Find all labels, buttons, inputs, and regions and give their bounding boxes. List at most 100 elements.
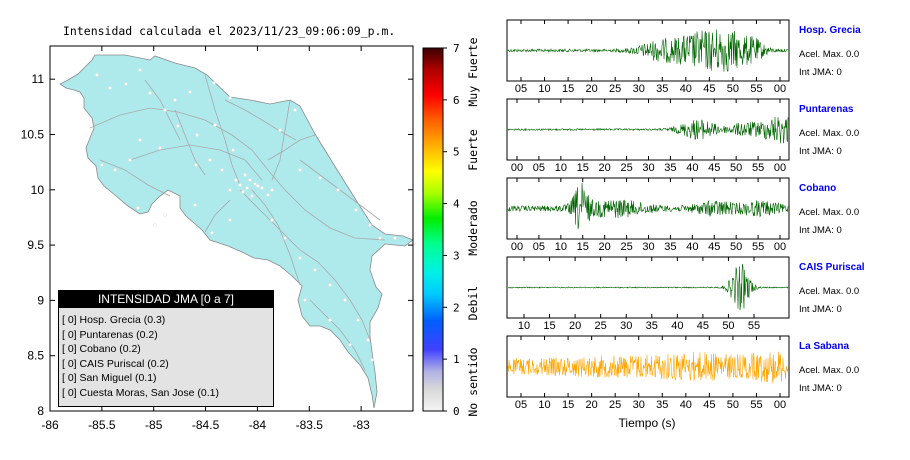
lon-tick-label: -83.5 xyxy=(296,418,324,432)
time-tick-label: 15 xyxy=(577,162,589,174)
town-marker xyxy=(148,91,152,95)
time-tick-label: 40 xyxy=(671,320,683,332)
colorbar-tick-label: 1 xyxy=(453,353,460,366)
time-tick-label: 40 xyxy=(680,83,692,95)
time-tick-label: 20 xyxy=(599,162,611,174)
jma-intensity: Int JMA: 0 xyxy=(799,146,842,157)
town-marker xyxy=(124,82,128,86)
colorbar-tick-label: 4 xyxy=(453,198,460,211)
town-marker xyxy=(241,190,245,194)
town-marker xyxy=(228,218,232,222)
jma-intensity: Int JMA: 0 xyxy=(799,225,842,236)
time-tick-label: 35 xyxy=(656,399,668,411)
time-tick-label: 20 xyxy=(599,241,611,253)
lon-tick-label: -83 xyxy=(352,418,370,432)
time-tick-label: 15 xyxy=(562,399,574,411)
time-tick-label: 25 xyxy=(609,83,621,95)
town-marker xyxy=(366,338,370,342)
longitude-axis: -86 -85.5 -85 -84.5 -84 -83.5 -83 xyxy=(41,46,370,432)
town-marker xyxy=(378,236,382,240)
town-marker xyxy=(176,124,180,128)
colorbar-labels: No sentido Debil Moderado Fuerte Muy Fuerte xyxy=(466,37,480,416)
road-line xyxy=(204,199,231,233)
legend-items: [ 0] Hosp. Grecia (0.3) [ 0] Puntarenas (… xyxy=(59,308,273,401)
town-marker xyxy=(95,73,99,77)
waveform xyxy=(507,116,789,144)
colorbar-category-label: Debil xyxy=(466,286,480,321)
time-tick-label: 25 xyxy=(620,162,632,174)
town-marker xyxy=(298,168,302,172)
town-marker xyxy=(213,123,217,127)
time-tick-label: 20 xyxy=(586,399,598,411)
town-marker xyxy=(370,358,374,362)
time-tick-label: 35 xyxy=(664,162,676,174)
time-tick-label: 30 xyxy=(620,320,632,332)
town-marker xyxy=(228,96,232,100)
road-line xyxy=(299,159,381,221)
town-marker xyxy=(163,213,167,217)
colorbar-category-label: Fuerte xyxy=(466,129,480,171)
intensity-colorbar: 0 1 2 3 4 5 6 7 No sentido Debil Moderado Fuerte Mu… xyxy=(422,37,480,418)
town-marker xyxy=(298,256,302,260)
lat-tick-label: 9.5 xyxy=(27,238,44,252)
road-line xyxy=(204,74,241,186)
colorbar-tick-label: 5 xyxy=(453,146,460,159)
time-tick-label: 15 xyxy=(562,83,574,95)
lon-tick-label: -84.5 xyxy=(192,418,220,432)
town-marker xyxy=(128,158,132,162)
town-marker xyxy=(243,173,247,177)
legend-item: [ 0] Cobano (0.2) xyxy=(62,343,141,356)
town-marker xyxy=(270,218,274,222)
town-marker xyxy=(138,138,142,142)
town-marker xyxy=(348,343,352,347)
time-tick-label: 40 xyxy=(686,162,698,174)
time-tick-label: 55 xyxy=(748,320,760,332)
time-tick-label: 30 xyxy=(642,241,654,253)
town-marker xyxy=(138,68,142,72)
town-marker xyxy=(210,231,214,235)
town-marker xyxy=(163,108,167,112)
time-tick-label: 05 xyxy=(515,83,527,95)
lat-tick-label: 8 xyxy=(37,404,44,418)
lat-tick-label: 10 xyxy=(31,183,45,197)
time-axis-label: Tiempo (s) xyxy=(619,416,676,430)
colorbar-ticks: 0 1 2 3 4 5 6 7 xyxy=(443,42,460,418)
town-marker xyxy=(158,146,162,150)
time-tick-label: 55 xyxy=(752,162,764,174)
intensity-legend: INTENSIDAD JMA [0 a 7] [ 0] Hosp. Grecia… xyxy=(58,290,274,407)
town-marker xyxy=(303,298,307,302)
time-tick-label: 55 xyxy=(752,241,764,253)
town-marker xyxy=(253,182,257,186)
road-line xyxy=(271,99,291,181)
town-marker xyxy=(234,178,238,182)
town-marker xyxy=(195,133,199,137)
town-marker xyxy=(293,108,297,112)
station-name: Hosp. Grecia xyxy=(799,25,861,36)
town-marker xyxy=(368,223,372,227)
town-markers xyxy=(95,68,397,362)
time-tick-label: 10 xyxy=(555,162,567,174)
town-marker xyxy=(260,186,264,190)
lat-tick-label: 9 xyxy=(37,293,44,307)
lat-tick-label: 8.5 xyxy=(27,349,44,363)
trace-panel: 05 10 15 20 25 30 35 40 45 50 55 00 Hosp. Grecia Acel… xyxy=(506,19,861,95)
town-marker xyxy=(356,318,360,322)
lon-tick-label: -84 xyxy=(249,418,267,432)
jma-intensity: Int JMA: 0 xyxy=(799,383,842,394)
colorbar-tick-label: 0 xyxy=(453,405,460,418)
town-marker xyxy=(238,183,242,187)
time-tick-label: 05 xyxy=(515,399,527,411)
time-tick-label: 10 xyxy=(538,399,550,411)
station-name: CAIS Puriscal xyxy=(799,262,865,273)
station-name: La Sabana xyxy=(799,341,849,352)
town-marker xyxy=(194,163,198,167)
colorbar-tick-label: 7 xyxy=(453,42,460,55)
time-tick-label: 45 xyxy=(708,241,720,253)
town-marker xyxy=(250,194,254,198)
town-marker xyxy=(220,168,224,172)
max-acceleration: Acel. Max. 0.0 xyxy=(799,365,859,376)
trace-panel: 00 05 10 15 20 25 30 35 40 45 50 55 00 Puntarenas Acel… xyxy=(506,98,859,174)
town-marker xyxy=(318,176,322,180)
town-marker xyxy=(208,158,212,162)
